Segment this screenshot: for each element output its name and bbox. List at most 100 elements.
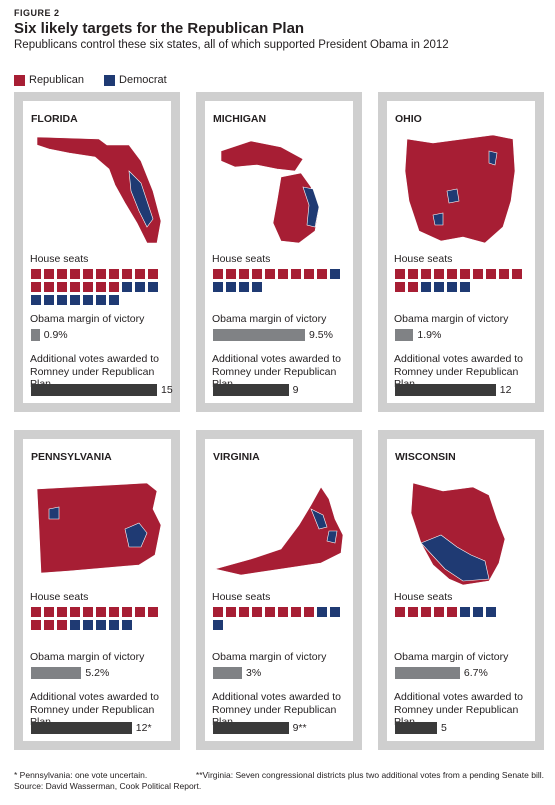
margin-row: 3%: [213, 667, 261, 679]
seat-republican: [109, 269, 119, 279]
seat-republican: [226, 607, 236, 617]
votes-label-line1: Additional votes awarded to: [30, 353, 159, 365]
seat-democrat: [330, 269, 340, 279]
map-democrat-area: [432, 150, 498, 226]
margin-bar: [395, 329, 414, 341]
seat-democrat: [70, 620, 80, 630]
votes-label: Additional votes awarded to Romney under …: [394, 353, 534, 391]
seat-republican: [44, 620, 54, 630]
state-panel-inner: OHIO House seats Obama margin of victory 1.…: [387, 101, 535, 403]
legend-swatch-democrat: [104, 74, 116, 86]
seat-republican: [304, 607, 314, 617]
seat-democrat: [44, 295, 54, 305]
seat-republican: [109, 282, 119, 292]
seat-republican: [57, 282, 67, 292]
seat-republican: [57, 269, 67, 279]
state-panel-inner: MICHIGAN House seats Obama margin of victo…: [205, 101, 353, 403]
seat-democrat: [226, 282, 236, 292]
seat-republican: [265, 607, 275, 617]
house-seats-grid: [395, 607, 531, 620]
seat-democrat: [96, 620, 106, 630]
state-map: [404, 134, 516, 244]
votes-label-line1: Additional votes awarded to: [30, 691, 159, 703]
seat-republican: [122, 269, 132, 279]
seat-republican: [148, 269, 158, 279]
seat-democrat: [473, 607, 483, 617]
margin-label: Obama margin of victory: [30, 313, 145, 325]
margin-value: 3%: [246, 667, 262, 679]
state-name: WISCONSIN: [395, 451, 456, 463]
votes-row: 9**: [213, 722, 307, 734]
house-seats-grid: [31, 269, 167, 308]
seat-republican: [512, 269, 522, 279]
seat-republican: [304, 269, 314, 279]
house-seats-label: House seats: [212, 253, 271, 265]
seat-republican: [148, 607, 158, 617]
seat-democrat: [330, 607, 340, 617]
margin-value: 1.9%: [417, 329, 442, 341]
legend: Republican Democrat: [14, 74, 187, 86]
house-seats-label: House seats: [30, 253, 89, 265]
seat-republican: [395, 282, 405, 292]
seat-democrat: [31, 295, 41, 305]
votes-row: 12*: [31, 722, 152, 734]
state-panel-virginia: VIRGINIA House seats Obama margin of victo…: [196, 430, 362, 750]
seat-republican: [408, 282, 418, 292]
seat-republican: [434, 607, 444, 617]
seat-republican: [57, 607, 67, 617]
seat-republican: [44, 607, 54, 617]
seat-republican: [70, 282, 80, 292]
seat-republican: [213, 607, 223, 617]
seat-democrat: [421, 282, 431, 292]
state-name: VIRGINIA: [213, 451, 260, 463]
seat-republican: [278, 269, 288, 279]
seat-republican: [447, 269, 457, 279]
seat-republican: [447, 607, 457, 617]
votes-label-line1: Additional votes awarded to: [394, 691, 523, 703]
votes-label-line1: Additional votes awarded to: [212, 353, 341, 365]
margin-value: 5.2%: [85, 667, 110, 679]
house-seats-grid: [31, 607, 167, 633]
votes-bar: [213, 384, 289, 396]
margin-label: Obama margin of victory: [212, 651, 327, 663]
seat-democrat: [83, 620, 93, 630]
map-republican-area: [36, 482, 162, 574]
state-panel-wisconsin: WISCONSIN House seats Obama margin of vict…: [378, 430, 544, 750]
seat-republican: [70, 269, 80, 279]
map-democrat-area: [128, 170, 154, 228]
state-panel-inner: WISCONSIN House seats Obama margin of vict…: [387, 439, 535, 741]
legend-label-democrat: Democrat: [119, 74, 167, 86]
state-panel-inner: PENNSYLVANIA House seats Obama margin of v…: [23, 439, 171, 741]
chart-subtitle: Republicans control these six states, al…: [14, 39, 449, 51]
margin-value: 9.5%: [309, 329, 333, 341]
votes-bar: [31, 384, 157, 396]
votes-value: 12*: [135, 722, 152, 734]
map-republican-area: [214, 486, 344, 576]
seat-republican: [135, 269, 145, 279]
seat-republican: [473, 269, 483, 279]
votes-label: Additional votes awarded to Romney under …: [212, 353, 352, 391]
votes-row: 9: [213, 384, 298, 396]
state-name: MICHIGAN: [213, 113, 267, 125]
map-republican-area: [36, 136, 162, 244]
votes-row: 12: [395, 384, 511, 396]
map-republican-area: [404, 134, 516, 244]
seat-republican: [395, 269, 405, 279]
votes-label-line1: Additional votes awarded to: [394, 353, 523, 365]
seat-democrat: [57, 295, 67, 305]
seat-republican: [499, 269, 509, 279]
votes-bar: [213, 722, 289, 734]
margin-label: Obama margin of victory: [394, 313, 509, 325]
state-name: FLORIDA: [31, 113, 78, 125]
state-panel-pennsylvania: PENNSYLVANIA House seats Obama margin of v…: [14, 430, 180, 750]
seat-democrat: [109, 620, 119, 630]
seat-democrat: [460, 607, 470, 617]
seat-democrat: [434, 282, 444, 292]
state-panel-michigan: MICHIGAN House seats Obama margin of victo…: [196, 92, 362, 412]
seat-republican: [96, 269, 106, 279]
house-seats-label: House seats: [394, 591, 453, 603]
margin-bar: [395, 667, 460, 679]
seat-republican: [252, 269, 262, 279]
house-seats-grid: [395, 269, 531, 295]
seat-democrat: [252, 282, 262, 292]
